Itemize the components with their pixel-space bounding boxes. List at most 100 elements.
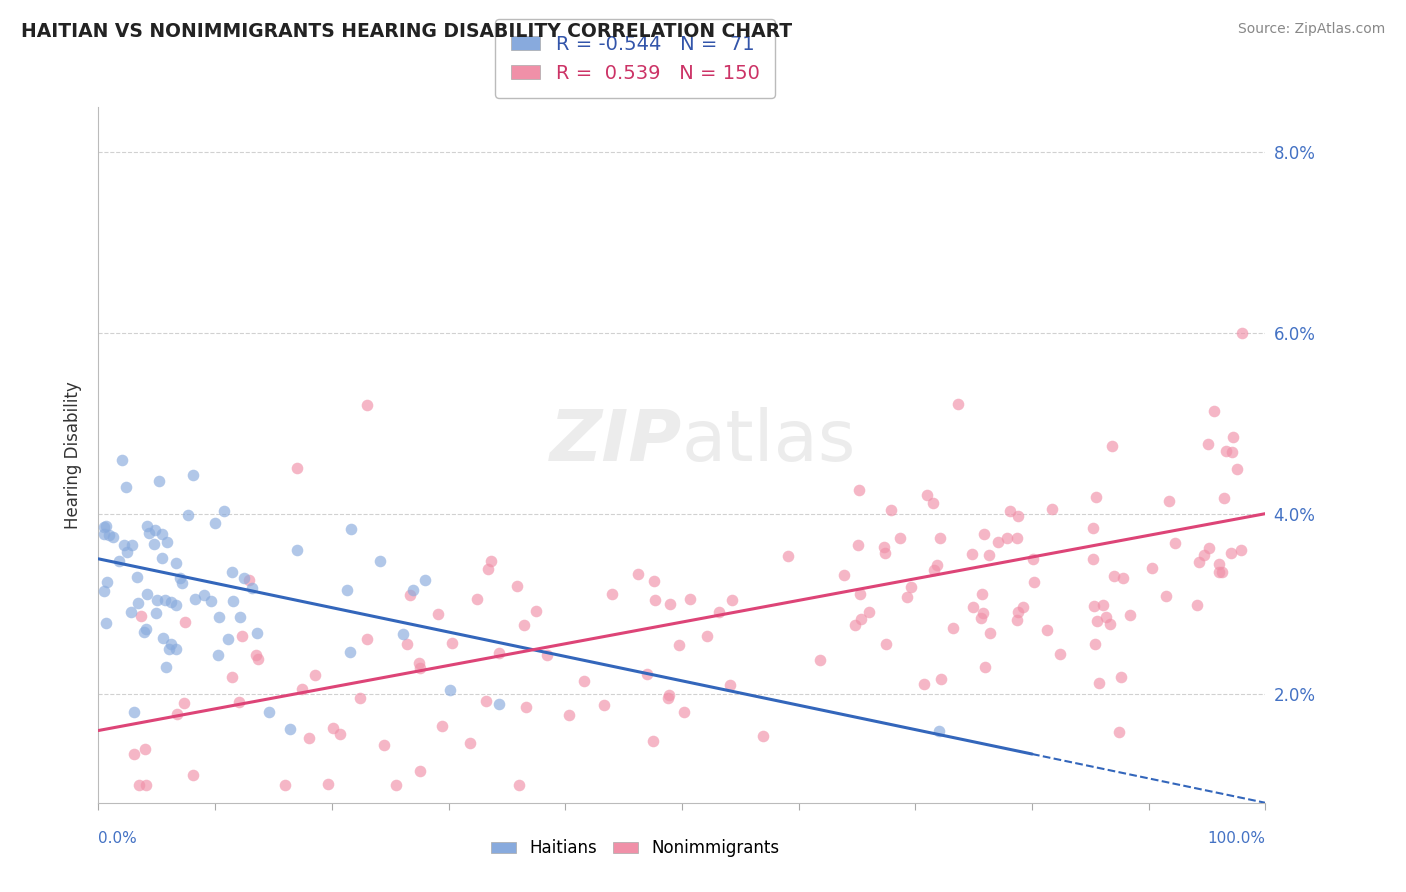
Point: [316, 776, 339, 790]
Point: [465, 592, 488, 607]
Point: [122, 706, 145, 720]
Point: [392, 627, 415, 641]
Point: [1022, 551, 1045, 566]
Point: [679, 591, 702, 606]
Point: [917, 488, 939, 502]
Point: [962, 600, 984, 615]
Point: [1220, 444, 1243, 458]
Text: ZIP: ZIP: [550, 407, 682, 475]
Point: [658, 689, 681, 703]
Point: [643, 574, 665, 588]
Point: [165, 642, 187, 657]
Point: [240, 581, 263, 595]
Point: [413, 574, 436, 588]
Text: 0.0%: 0.0%: [98, 830, 138, 846]
Point: [246, 626, 269, 640]
Point: [922, 563, 945, 577]
Point: [112, 538, 135, 552]
Point: [889, 531, 911, 545]
Point: [477, 562, 499, 576]
Point: [1085, 614, 1108, 628]
Point: [108, 554, 131, 568]
Point: [636, 666, 658, 681]
Point: [1212, 491, 1234, 505]
Point: [430, 719, 453, 733]
Point: [752, 729, 775, 743]
Point: [922, 496, 945, 510]
Point: [658, 598, 681, 612]
Point: [1012, 600, 1035, 615]
Point: [336, 583, 359, 598]
Point: [148, 474, 170, 488]
Point: [657, 691, 679, 706]
Point: [207, 648, 229, 663]
Point: [896, 590, 918, 604]
Point: [231, 629, 253, 643]
Point: [349, 690, 371, 705]
Y-axis label: Hearing Disability: Hearing Disability: [63, 381, 82, 529]
Point: [1007, 606, 1029, 620]
Point: [718, 678, 741, 692]
Point: [166, 706, 188, 721]
Point: [439, 683, 461, 698]
Point: [1091, 598, 1114, 612]
Point: [155, 659, 177, 673]
Point: [1083, 552, 1105, 566]
Point: [212, 504, 235, 518]
Point: [1084, 638, 1107, 652]
Point: [987, 535, 1010, 549]
Point: [707, 605, 730, 619]
Point: [221, 565, 243, 579]
Point: [1085, 490, 1108, 504]
Point: [128, 778, 150, 792]
Point: [146, 592, 169, 607]
Point: [160, 637, 183, 651]
Point: [278, 722, 301, 736]
Point: [942, 621, 965, 635]
Point: [121, 538, 143, 552]
Point: [1119, 607, 1142, 622]
Point: [778, 549, 800, 563]
Point: [298, 731, 321, 745]
Point: [339, 644, 361, 658]
Point: [259, 705, 281, 719]
Point: [184, 592, 207, 607]
Point: [217, 632, 239, 647]
Point: [170, 575, 193, 590]
Point: [1081, 521, 1104, 535]
Point: [1226, 462, 1249, 476]
Point: [644, 592, 666, 607]
Point: [138, 525, 160, 540]
Point: [1083, 599, 1105, 614]
Point: [1088, 675, 1111, 690]
Point: [135, 622, 157, 636]
Point: [912, 677, 935, 691]
Point: [233, 571, 256, 585]
Point: [124, 747, 146, 762]
Point: [135, 778, 157, 792]
Point: [356, 632, 378, 646]
Point: [245, 648, 267, 662]
Point: [183, 768, 205, 782]
Point: [153, 593, 176, 607]
Point: [166, 556, 188, 570]
Point: [720, 593, 742, 607]
Point: [136, 587, 159, 601]
Point: [440, 635, 463, 649]
Point: [129, 608, 152, 623]
Point: [673, 705, 696, 719]
Point: [1101, 439, 1123, 453]
Point: [479, 554, 502, 568]
Point: [165, 598, 187, 612]
Point: [181, 468, 204, 483]
Point: [385, 778, 408, 792]
Point: [849, 587, 872, 601]
Point: [396, 637, 419, 651]
Point: [508, 778, 530, 792]
Point: [1215, 443, 1237, 458]
Point: [558, 707, 581, 722]
Point: [849, 612, 872, 626]
Point: [536, 648, 558, 662]
Point: [873, 540, 896, 554]
Point: [848, 483, 870, 497]
